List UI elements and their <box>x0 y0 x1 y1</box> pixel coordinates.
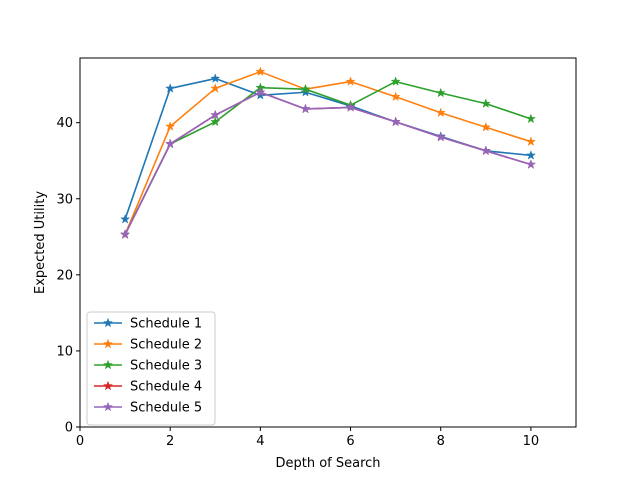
series-2-point <box>435 107 446 118</box>
series-5-point <box>480 145 491 156</box>
series-5-point <box>210 109 221 120</box>
legend-marker <box>102 401 114 412</box>
series-3-point <box>525 113 537 124</box>
series-2-point <box>210 83 221 93</box>
series-2-point <box>345 76 356 86</box>
series-2-line <box>124 70 532 235</box>
legend-label: Schedule 4 <box>130 380 202 395</box>
legend-marker <box>102 380 114 391</box>
series-3-point <box>300 83 311 94</box>
series-5-point <box>119 229 131 239</box>
x-tick-label: 6 <box>346 434 354 449</box>
legend-marker <box>102 359 114 370</box>
legend-item: Schedule 2 <box>94 338 202 353</box>
legend-label: Schedule 1 <box>130 317 202 332</box>
series-1-point <box>210 73 221 83</box>
legend-item: Schedule 4 <box>94 380 202 395</box>
y-tick-label: 0 <box>65 421 73 436</box>
series-1-point <box>525 150 537 160</box>
series-5-point <box>345 102 356 112</box>
series-5-point <box>165 138 176 149</box>
y-tick-label: 40 <box>56 116 73 131</box>
x-axis-label: Depth of Search <box>275 456 380 471</box>
legend: Schedule 1 Schedule 2 Schedule 3 Schedule 4… <box>86 311 216 426</box>
legend-label: Schedule 2 <box>130 338 202 353</box>
series-3-line <box>124 80 532 235</box>
x-tick-label: 10 <box>523 434 540 449</box>
series-2-point <box>165 121 176 131</box>
series-2-point <box>390 91 401 102</box>
series-5-line <box>124 91 532 235</box>
series-5-point <box>435 131 446 142</box>
ticks-layer: 0 2 4 6 8 10 0 10 20 30 40 <box>56 116 539 449</box>
legend-label: Schedule 5 <box>130 401 202 416</box>
x-tick-label: 8 <box>437 434 445 449</box>
series-1-point <box>165 83 176 93</box>
series-5-point <box>255 86 266 97</box>
x-tick-label: 4 <box>256 434 264 449</box>
y-tick-label: 20 <box>56 268 73 283</box>
series-3-point <box>390 76 401 86</box>
series-layer <box>119 66 537 239</box>
series-2-point <box>480 121 491 132</box>
legend-marker <box>102 338 114 349</box>
series-5-point <box>525 159 537 169</box>
x-tick-label: 2 <box>166 434 174 449</box>
y-axis-label: Expected Utility <box>33 191 48 294</box>
series-3-point <box>480 98 491 108</box>
x-tick-label: 0 <box>76 434 84 449</box>
legend-marker <box>102 317 114 328</box>
y-tick-label: 30 <box>56 192 73 207</box>
series-3-point <box>435 87 446 98</box>
series-5-point <box>390 116 401 127</box>
series-1-point <box>119 213 131 224</box>
series-2-point <box>255 66 266 77</box>
legend-item: Schedule 5 <box>94 401 202 416</box>
legend-item: Schedule 1 <box>94 317 202 332</box>
legend-item: Schedule 3 <box>94 359 202 374</box>
series-2-point <box>525 136 537 147</box>
legend-label: Schedule 3 <box>130 359 202 374</box>
legend-box <box>86 311 216 426</box>
series-3-point <box>210 116 221 127</box>
axes-frame <box>79 57 577 428</box>
series-5 <box>119 86 537 239</box>
y-tick-label: 10 <box>56 344 73 359</box>
series-5-point <box>300 103 311 114</box>
